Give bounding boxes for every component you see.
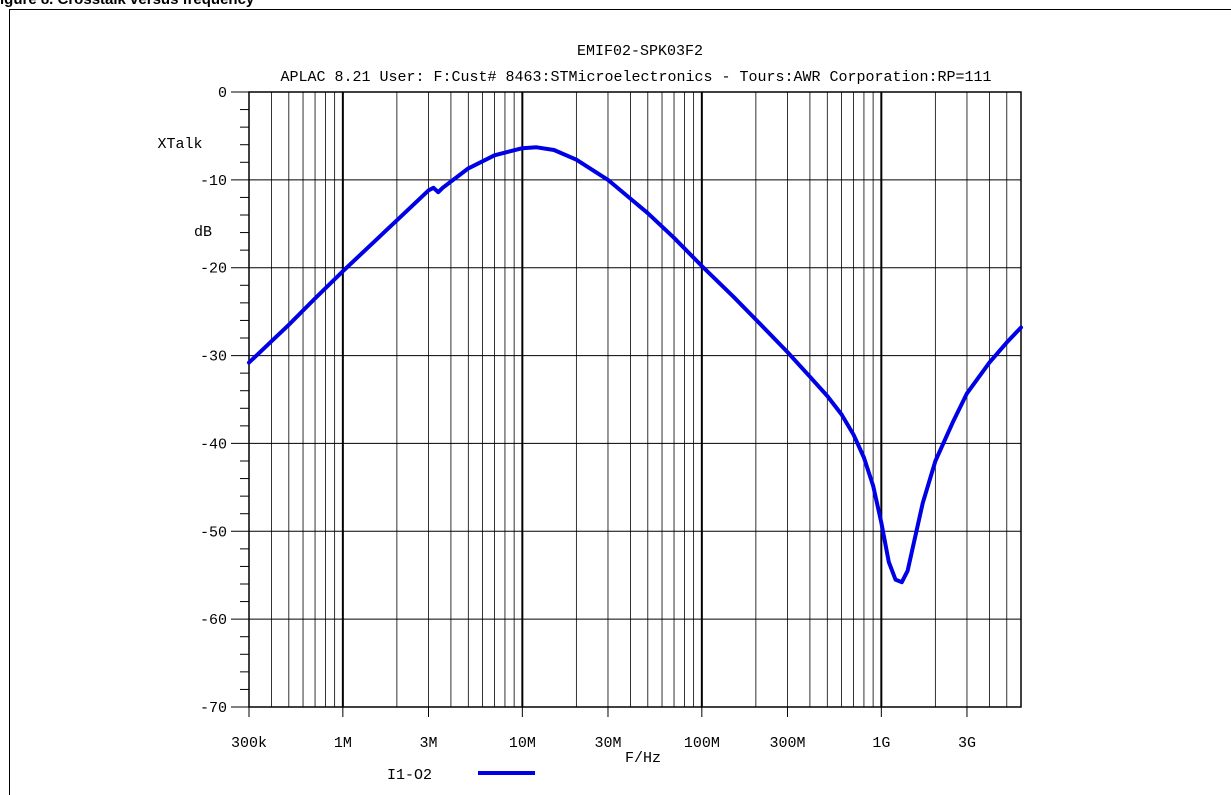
y-tick-label: -60 bbox=[200, 612, 227, 629]
x-tick-label: 1G bbox=[872, 735, 890, 752]
y-tick-label: -70 bbox=[200, 700, 227, 717]
legend-label: I1-O2 bbox=[387, 767, 432, 784]
grid bbox=[248, 91, 1022, 708]
plot-frame bbox=[248, 91, 1022, 708]
chart-title: EMIF02-SPK03F2 bbox=[577, 43, 703, 60]
x-tick-label: 3M bbox=[419, 735, 437, 752]
x-tick-label: 100M bbox=[684, 735, 720, 752]
y-tick-label: -50 bbox=[200, 524, 227, 541]
y-tick-label: 0 bbox=[218, 85, 227, 102]
figure-caption: igure 8. Crosstalk versus frequency bbox=[0, 0, 1231, 8]
y-axis-label-name: XTalk bbox=[157, 136, 202, 153]
x-tick-label: 3G bbox=[958, 735, 976, 752]
text-layer: EMIF02-SPK03F2 APLAC 8.21 User: F:Cust# … bbox=[157, 43, 991, 784]
series-line-i1-o2 bbox=[247, 145, 1023, 585]
x-axis-label: F/Hz bbox=[625, 750, 661, 767]
x-tick-label: 300M bbox=[769, 735, 805, 752]
y-tick-label: -30 bbox=[200, 349, 227, 366]
figure-frame bbox=[9, 9, 1231, 795]
chart-subtitle: APLAC 8.21 User: F:Cust# 8463:STMicroele… bbox=[280, 69, 991, 86]
axes bbox=[231, 91, 1022, 717]
x-tick-label: 10M bbox=[509, 735, 536, 752]
x-tick-label: 30M bbox=[594, 735, 621, 752]
x-tick-label: 1M bbox=[334, 735, 352, 752]
y-axis-label-unit: dB bbox=[194, 224, 212, 241]
x-tick-label: 300k bbox=[231, 735, 267, 752]
y-tick-label: -20 bbox=[200, 261, 227, 278]
y-tick-label: -10 bbox=[200, 173, 227, 190]
y-tick-label: -40 bbox=[200, 436, 227, 453]
series-layer bbox=[247, 145, 1023, 585]
